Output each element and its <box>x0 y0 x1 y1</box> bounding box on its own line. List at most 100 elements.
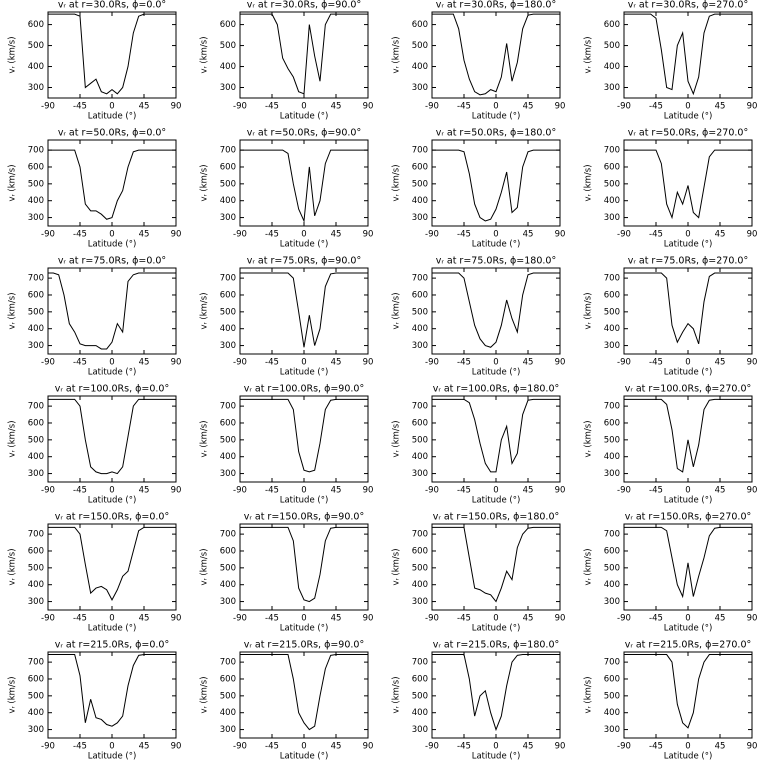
y-tick-label: 400 <box>220 452 236 462</box>
x-tick-label: -90 <box>41 614 55 624</box>
chart-title: vᵣ at r=100.0Rs, ϕ=0.0° <box>55 384 169 395</box>
y-tick-label: 700 <box>412 274 428 284</box>
data-line <box>48 272 176 350</box>
x-tick-label: 45 <box>331 614 342 624</box>
data-line <box>48 149 176 220</box>
x-tick-label: -90 <box>425 102 439 112</box>
y-tick-label: 400 <box>28 580 44 590</box>
x-tick-label: -45 <box>457 486 471 496</box>
y-axis-label: vᵣ (km/s) <box>584 548 594 585</box>
x-tick-label: -45 <box>649 614 663 624</box>
data-line <box>432 526 560 603</box>
y-tick-label: 600 <box>220 290 236 300</box>
y-tick-label: 700 <box>28 402 44 412</box>
y-tick-label: 600 <box>220 418 236 428</box>
y-tick-label: 400 <box>604 580 620 590</box>
y-tick-label: 400 <box>412 196 428 206</box>
plot-frame <box>47 395 177 483</box>
x-tick-label: -90 <box>425 230 439 240</box>
x-tick-label: -90 <box>233 102 247 112</box>
y-tick-label: 300 <box>220 341 236 351</box>
x-tick-label: 90 <box>747 742 758 752</box>
chart-title: vᵣ at r=30.0Rs, ϕ=180.0° <box>436 0 556 11</box>
chart-title: vᵣ at r=100.0Rs, ϕ=90.0° <box>244 384 364 395</box>
x-tick-label: 90 <box>171 614 182 624</box>
y-tick-label: 600 <box>412 418 428 428</box>
y-tick-label: 600 <box>220 162 236 172</box>
y-tick-label: 400 <box>412 452 428 462</box>
x-tick-label: 0 <box>301 358 306 368</box>
x-tick-label: -90 <box>233 742 247 752</box>
chart-title: vᵣ at r=75.0Rs, ϕ=270.0° <box>628 256 748 267</box>
x-tick-label: 0 <box>109 102 114 112</box>
y-axis-label: vᵣ (km/s) <box>8 36 18 73</box>
x-tick-label: 90 <box>555 486 566 496</box>
y-tick-label: 600 <box>28 674 44 684</box>
data-line <box>48 13 176 95</box>
y-tick-label: 700 <box>604 146 620 156</box>
y-tick-label: 600 <box>28 546 44 556</box>
x-axis-label: Latitude (°) <box>88 624 137 634</box>
chart-title: vᵣ at r=100.0Rs, ϕ=180.0° <box>433 384 560 395</box>
y-tick-label: 600 <box>412 162 428 172</box>
y-tick-label: 700 <box>28 274 44 284</box>
x-tick-label: 45 <box>331 486 342 496</box>
data-line <box>48 398 176 475</box>
y-tick-label: 400 <box>412 324 428 334</box>
x-tick-label: 90 <box>171 102 182 112</box>
x-tick-label: 0 <box>301 742 306 752</box>
x-tick-label: -90 <box>233 614 247 624</box>
x-tick-label: 45 <box>139 614 150 624</box>
y-tick-label: 300 <box>28 341 44 351</box>
data-line <box>240 398 368 473</box>
chart-title: vᵣ at r=50.0Rs, ϕ=270.0° <box>628 128 748 139</box>
y-axis-label: vᵣ (km/s) <box>200 420 210 457</box>
x-tick-label: 90 <box>171 742 182 752</box>
plot-frame <box>431 11 561 99</box>
y-tick-label: 500 <box>604 307 620 317</box>
x-tick-label: -90 <box>425 742 439 752</box>
x-tick-label: -45 <box>73 230 87 240</box>
x-tick-label: 0 <box>685 614 690 624</box>
y-tick-label: 500 <box>604 179 620 189</box>
x-tick-label: 0 <box>109 358 114 368</box>
plot-frame <box>239 523 369 611</box>
chart-title: vᵣ at r=30.0Rs, ϕ=270.0° <box>628 0 748 11</box>
y-tick-label: 600 <box>28 418 44 428</box>
plot-frame <box>623 523 753 611</box>
plot-frame <box>239 267 369 355</box>
x-tick-label: 45 <box>139 358 150 368</box>
data-line <box>240 13 368 95</box>
x-tick-label: -90 <box>425 614 439 624</box>
y-axis-label: vᵣ (km/s) <box>200 36 210 73</box>
data-line <box>48 654 176 727</box>
x-tick-label: 0 <box>685 358 690 368</box>
y-tick-label: 300 <box>604 725 620 735</box>
chart-title: vᵣ at r=150.0Rs, ϕ=180.0° <box>433 512 560 523</box>
y-tick-label: 600 <box>604 674 620 684</box>
x-tick-label: 45 <box>523 102 534 112</box>
x-tick-label: -45 <box>649 230 663 240</box>
y-tick-label: 300 <box>28 469 44 479</box>
data-line <box>240 526 368 603</box>
data-line <box>432 398 560 473</box>
data-line <box>240 654 368 731</box>
plot-frame <box>623 139 753 227</box>
y-tick-label: 400 <box>28 452 44 462</box>
x-tick-label: 0 <box>685 486 690 496</box>
y-tick-label: 300 <box>220 213 236 223</box>
x-tick-label: 0 <box>685 102 690 112</box>
x-tick-label: -90 <box>617 230 631 240</box>
x-tick-label: -45 <box>73 486 87 496</box>
chart-title: vᵣ at r=75.0Rs, ϕ=0.0° <box>58 256 166 267</box>
x-tick-label: 0 <box>109 742 114 752</box>
y-tick-label: 500 <box>220 563 236 573</box>
chart-title: vᵣ at r=75.0Rs, ϕ=180.0° <box>436 256 556 267</box>
x-tick-label: 45 <box>139 230 150 240</box>
y-axis-label: vᵣ (km/s) <box>392 36 402 73</box>
x-tick-label: 45 <box>139 486 150 496</box>
y-axis-label: vᵣ (km/s) <box>392 548 402 585</box>
y-tick-label: 600 <box>220 674 236 684</box>
x-axis-label: Latitude (°) <box>664 496 713 506</box>
